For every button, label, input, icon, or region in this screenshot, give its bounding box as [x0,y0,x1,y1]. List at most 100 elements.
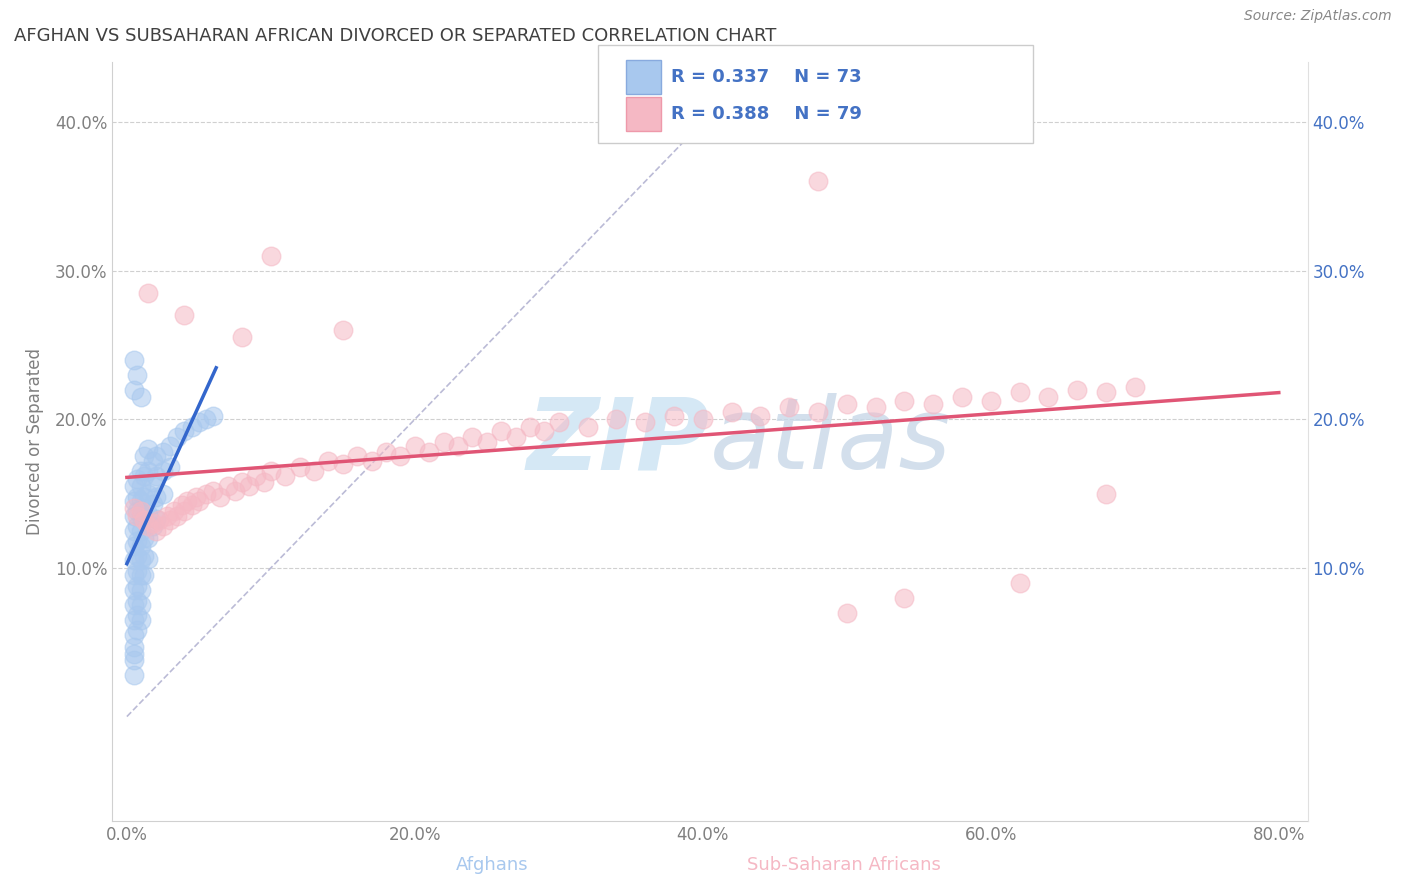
Point [778,401,800,415]
Point [152,464,174,478]
Point [288,459,311,474]
Point [125,490,148,504]
Point [835,606,858,620]
Point [122,668,145,682]
Point [156,508,179,523]
Point [122,352,145,367]
Point [260,249,283,263]
Point [835,397,858,411]
Text: atlas: atlas [710,393,952,490]
Point [129,390,152,404]
Point [129,508,152,523]
Point [145,524,167,538]
Point [129,464,152,478]
Point [145,512,167,526]
Point [129,553,152,567]
Point [129,539,152,553]
Point [129,598,152,612]
Point [166,508,188,523]
Text: Sub-Saharan Africans: Sub-Saharan Africans [747,856,941,874]
Point [187,415,209,429]
Point [129,568,152,582]
Point [125,549,148,563]
Point [122,383,145,397]
Point [389,450,412,464]
Point [176,494,198,508]
Point [187,494,209,508]
Point [184,490,207,504]
Point [134,568,156,582]
Text: AFGHAN VS SUBSAHARAN AFRICAN DIVORCED OR SEPARATED CORRELATION CHART: AFGHAN VS SUBSAHARAN AFRICAN DIVORCED OR… [14,27,776,45]
Point [980,394,1002,409]
Y-axis label: Divorced or Separated: Divorced or Separated [25,348,44,535]
Point [180,419,202,434]
Point [152,486,174,500]
Point [173,424,195,438]
Point [134,450,156,464]
Point [224,483,246,498]
Point [122,501,145,516]
Text: R = 0.388    N = 79: R = 0.388 N = 79 [671,105,862,123]
Point [125,519,148,533]
Point [950,390,973,404]
Point [122,539,145,553]
Point [231,475,253,489]
Point [749,409,772,424]
Point [332,323,354,337]
Point [122,613,145,627]
Point [238,479,260,493]
Point [138,442,160,456]
Point [142,516,165,531]
Point [129,613,152,627]
Text: Source: ZipAtlas.com: Source: ZipAtlas.com [1244,9,1392,23]
Point [1008,385,1031,400]
Point [253,475,276,489]
Point [134,531,156,545]
Point [217,479,239,493]
Point [1095,385,1118,400]
Point [461,430,484,444]
Point [125,472,148,486]
Point [332,457,354,471]
Point [447,439,470,453]
Point [138,531,160,545]
Point [122,479,145,493]
Point [547,415,569,429]
Point [122,553,145,567]
Point [122,640,145,654]
Point [576,419,599,434]
Point [418,445,440,459]
Point [1066,383,1088,397]
Point [533,424,555,438]
Point [129,494,152,508]
Point [893,591,915,605]
Point [122,583,145,598]
Point [605,412,627,426]
Point [122,524,145,538]
Point [125,608,148,623]
Point [173,308,195,322]
Point [163,504,186,518]
Point [274,468,297,483]
Point [125,534,148,549]
Point [202,483,225,498]
Point [122,628,145,642]
Point [318,454,340,468]
Point [148,513,170,527]
Point [122,653,145,667]
Point [260,464,283,478]
Point [142,454,165,468]
Point [145,468,167,483]
Point [125,624,148,638]
Point [122,494,145,508]
Point [152,519,174,533]
Point [134,508,156,523]
Point [1008,575,1031,590]
Point [692,412,714,426]
Point [125,504,148,518]
Point [122,508,145,523]
Point [360,454,382,468]
Point [142,497,165,511]
Point [122,647,145,661]
Point [195,486,218,500]
